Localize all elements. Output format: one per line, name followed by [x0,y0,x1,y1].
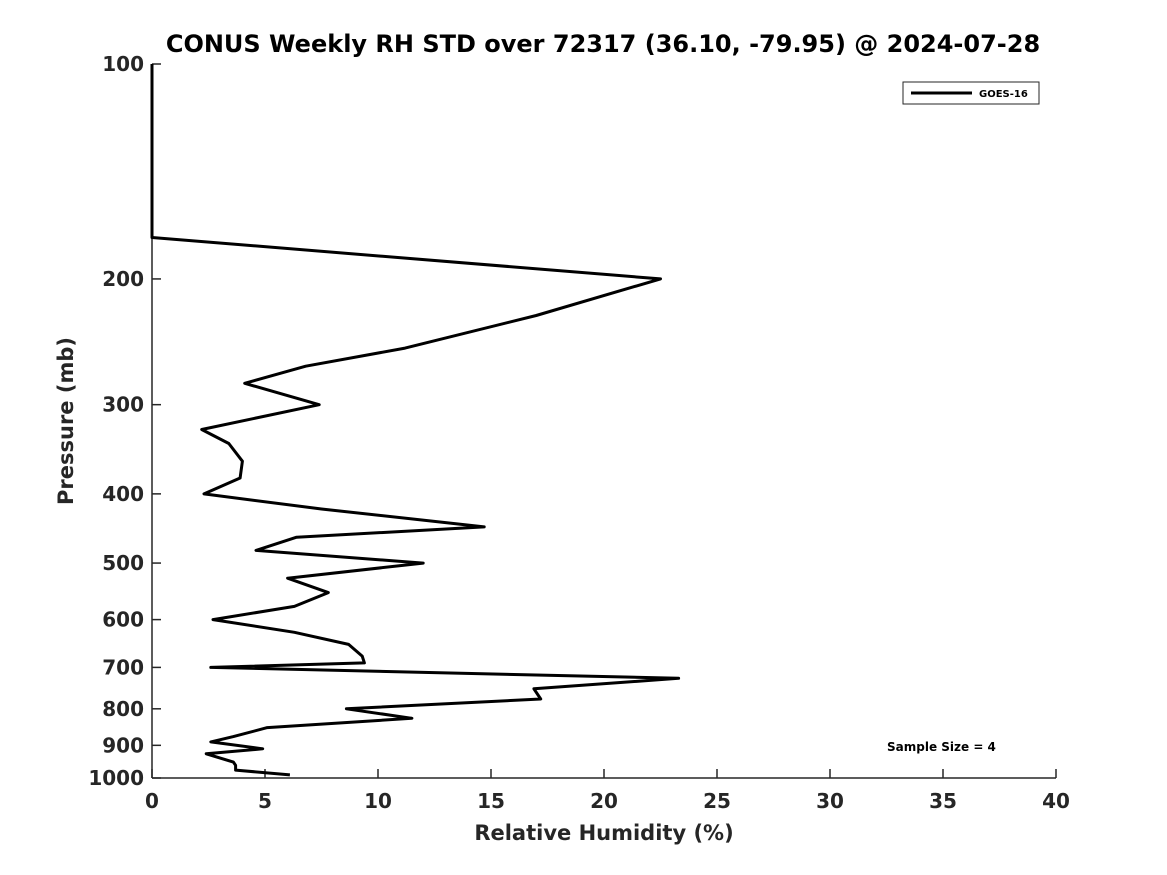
y-tick-label: 900 [102,733,144,757]
y-tick-label: 400 [102,482,144,506]
chart-title: CONUS Weekly RH STD over 72317 (36.10, -… [166,30,1040,58]
y-tick-label: 1000 [88,766,144,790]
x-tick-label: 35 [929,789,957,813]
x-tick-label: 0 [145,789,159,813]
x-tick-label: 25 [703,789,731,813]
x-axis-label: Relative Humidity (%) [474,821,733,845]
y-tick-label: 200 [102,267,144,291]
x-tick-label: 20 [590,789,618,813]
legend-label: GOES-16 [979,89,1028,100]
y-axis-label: Pressure (mb) [54,337,78,505]
x-tick-label: 15 [477,789,505,813]
x-tick-label: 5 [258,789,272,813]
plot-frame [151,64,1056,779]
y-tick-label: 300 [102,393,144,417]
series-line-goes-16 [150,64,681,777]
y-tick-label: 100 [102,52,144,76]
y-tick-label: 700 [102,655,144,679]
y-tick-label: 600 [102,608,144,632]
y-tick-label: 800 [102,697,144,721]
x-tick-label: 30 [816,789,844,813]
legend: GOES-16 [902,81,1040,105]
y-tick-label: 500 [102,551,144,575]
x-axis-ticks: 0 5 10 15 20 25 30 35 40 [145,769,1070,813]
x-tick-label: 40 [1042,789,1070,813]
sample-size-annotation: Sample Size = 4 [887,740,996,754]
series-layer [150,64,681,777]
y-axis-ticks: 100 200 300 400 500 600 700 800 900 1000 [88,52,161,790]
x-tick-label: 10 [364,789,392,813]
